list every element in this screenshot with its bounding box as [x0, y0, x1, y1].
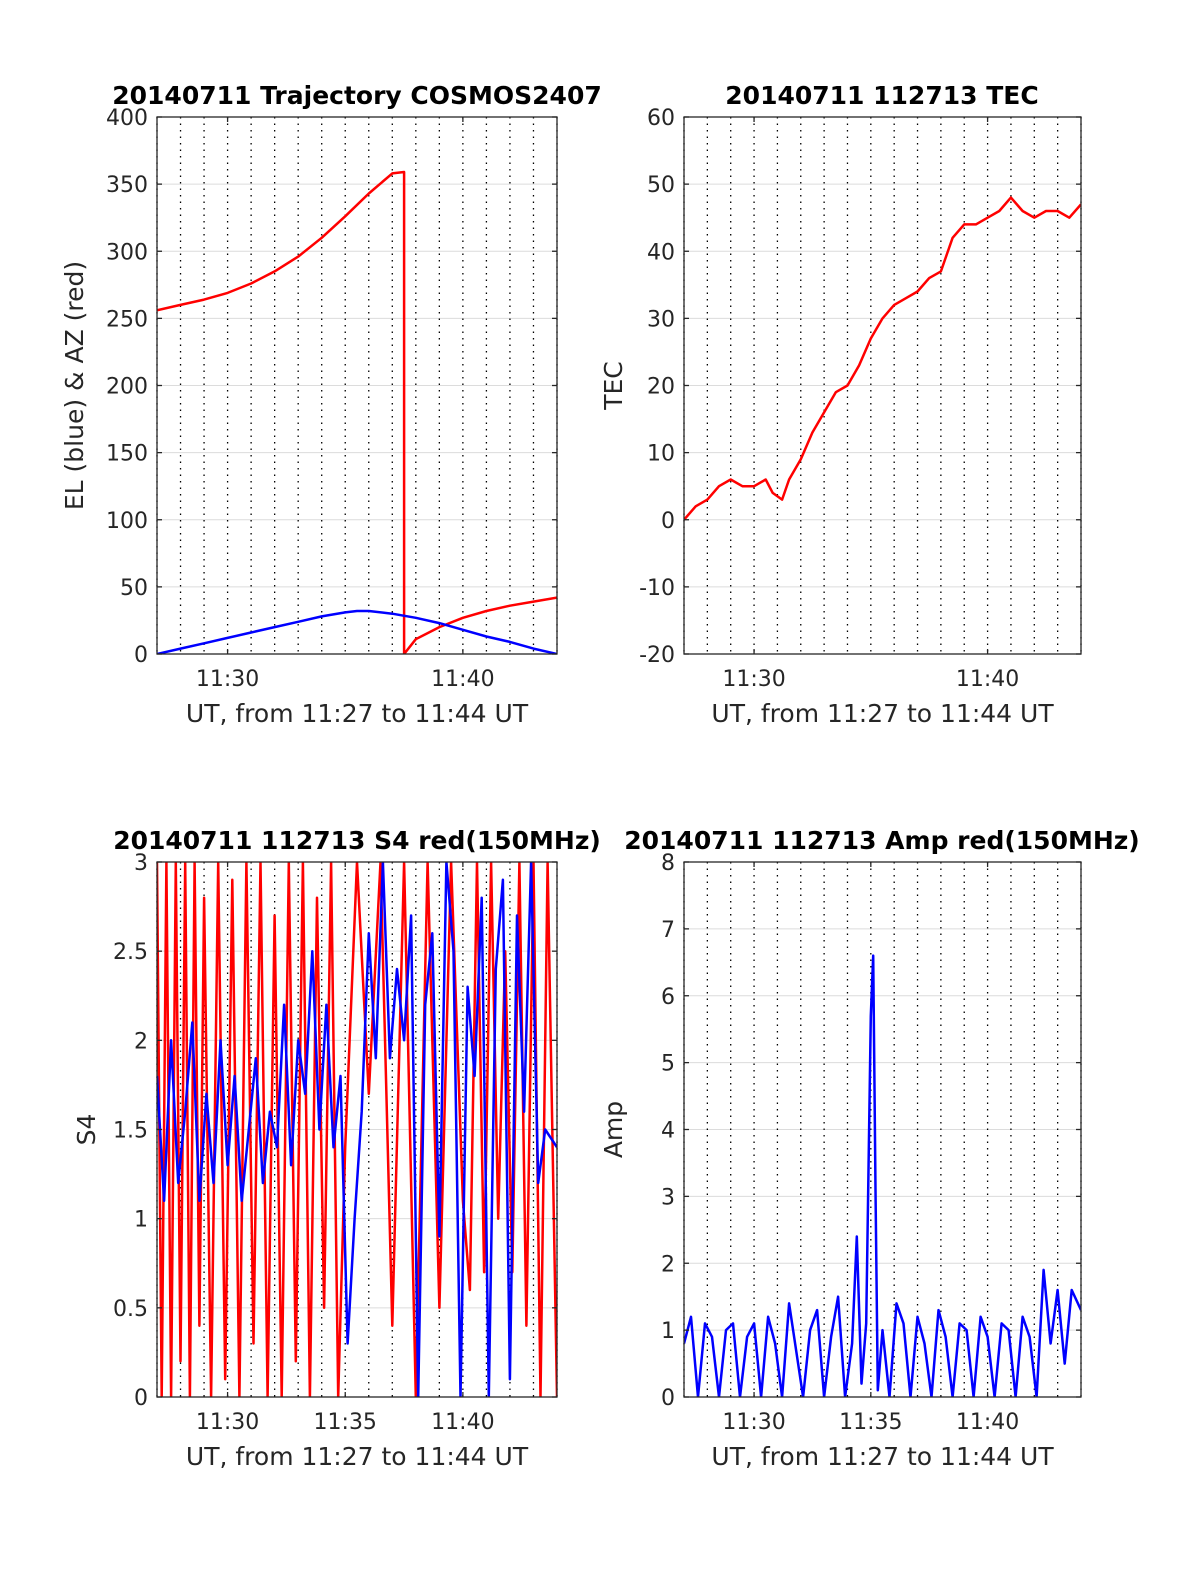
- chart-title: 20140711 Trajectory COSMOS2407: [112, 81, 602, 110]
- y-tick-label: -10: [639, 576, 675, 601]
- series-group: [684, 196, 1081, 521]
- y-tick-label: 4: [661, 1119, 675, 1144]
- y-tick-label: 200: [106, 375, 148, 400]
- y-tick-label: 150: [106, 442, 148, 467]
- series-group: [157, 170, 557, 654]
- y-tick-label: 250: [106, 307, 148, 332]
- series-line-red: [157, 170, 557, 654]
- y-tick-label: 350: [106, 173, 148, 198]
- y-tick-label: 8: [661, 851, 675, 876]
- y-tick-label: 60: [647, 106, 675, 131]
- chart-title: 20140711 112713 TEC: [725, 81, 1038, 110]
- x-tick-label: 11:35: [314, 1410, 377, 1435]
- y-tick-label: 2.5: [113, 940, 148, 965]
- x-tick-label: 11:30: [196, 667, 259, 692]
- x-axis-label: UT, from 11:27 to 11:44 UT: [711, 699, 1054, 728]
- y-tick-label: 20: [647, 375, 675, 400]
- y-axis-label: Amp: [599, 1101, 628, 1158]
- y-tick-label: 3: [661, 1185, 675, 1210]
- y-tick-label: 0.5: [113, 1297, 148, 1322]
- x-tick-label: 11:40: [431, 667, 494, 692]
- y-tick-label: 30: [647, 307, 675, 332]
- y-axis-label: S4: [72, 1114, 101, 1146]
- y-tick-label: -20: [639, 643, 675, 668]
- y-tick-label: 400: [106, 106, 148, 131]
- y-tick-label: 7: [661, 918, 675, 943]
- y-tick-label: 50: [120, 576, 148, 601]
- chart-panel-4: 0 1 2 3 4 5 6 7 8 11:30 11:35 11:40 UT, from 11:27 t…: [599, 826, 1140, 1471]
- chart-panel-3: 0 0.5 1 1.5 2 2.5 3 11:30 11:35 11:40 UT, from 11:…: [72, 826, 601, 1471]
- y-tick-label: 0: [661, 1386, 675, 1411]
- y-axis-label: TEC: [599, 361, 628, 411]
- series-group: [684, 954, 1081, 1397]
- y-tick-label: 5: [661, 1052, 675, 1077]
- x-axis-label: UT, from 11:27 to 11:44 UT: [186, 699, 529, 728]
- y-tick-label: 1: [134, 1208, 148, 1233]
- y-tick-label: 3: [134, 851, 148, 876]
- y-tick-label: 0: [661, 509, 675, 534]
- x-tick-label: 11:40: [956, 1410, 1019, 1435]
- y-tick-label: 1: [661, 1319, 675, 1344]
- y-tick-label: 1.5: [113, 1119, 148, 1144]
- y-tick-label: 40: [647, 240, 675, 265]
- x-tick-label: 11:30: [196, 1410, 259, 1435]
- y-tick-label: 2: [134, 1029, 148, 1054]
- x-tick-label: 11:30: [722, 1410, 785, 1435]
- y-tick-label: 2: [661, 1252, 675, 1277]
- y-tick-label: 10: [647, 442, 675, 467]
- x-tick-label: 11:40: [956, 667, 1019, 692]
- y-axis-label: EL (blue) & AZ (red): [60, 261, 89, 510]
- chart-title: 20140711 112713 S4 red(150MHz): [113, 826, 601, 855]
- y-tick-label: 50: [647, 173, 675, 198]
- y-tick-label: 0: [134, 1386, 148, 1411]
- series-line-blue: [157, 609, 557, 654]
- chart-panel-2: -20 -10 0 10 20 30 40 50 60 11:30 11:40 UT, from 11…: [599, 81, 1082, 728]
- y-tick-label: 300: [106, 240, 148, 265]
- chart-panel-1: 0 50 100 150 200 250 300 350 400 11:30 11:40 UT, fr…: [60, 81, 602, 728]
- x-tick-label: 11:30: [722, 667, 785, 692]
- x-tick-label: 11:40: [431, 1410, 494, 1435]
- series-line-red: [684, 196, 1081, 521]
- series-line-blue: [157, 862, 557, 1397]
- y-tick-label: 0: [134, 643, 148, 668]
- series-line-blue: [684, 954, 1081, 1397]
- series-group: [157, 862, 557, 1397]
- y-tick-label: 100: [106, 509, 148, 534]
- x-tick-label: 11:35: [839, 1410, 902, 1435]
- chart-title: 20140711 112713 Amp red(150MHz): [624, 826, 1140, 855]
- x-axis-label: UT, from 11:27 to 11:44 UT: [186, 1442, 529, 1471]
- y-tick-label: 6: [661, 985, 675, 1010]
- x-axis-label: UT, from 11:27 to 11:44 UT: [711, 1442, 1054, 1471]
